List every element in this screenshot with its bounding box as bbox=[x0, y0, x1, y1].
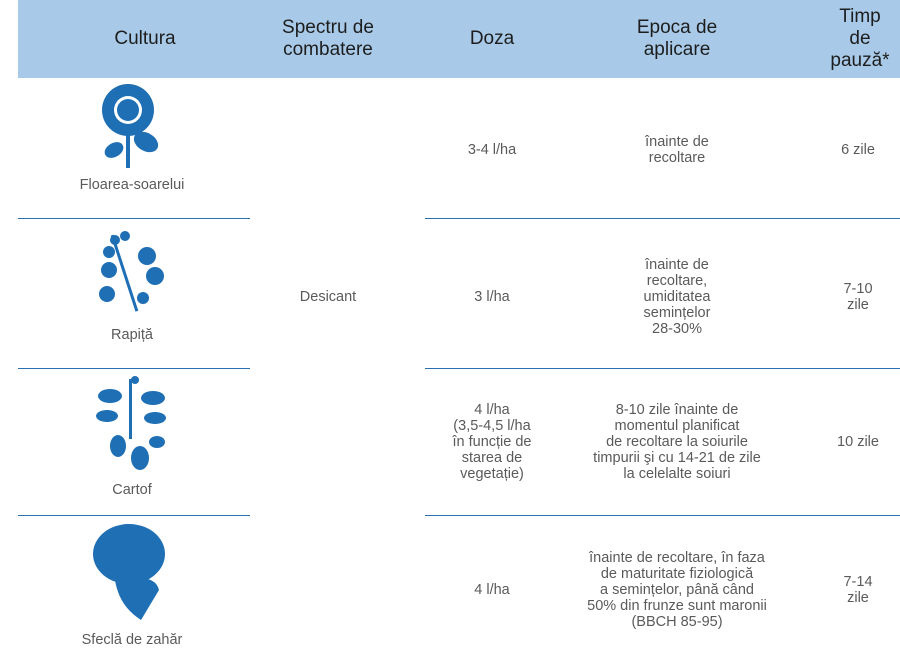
application-cell: înainte de recoltare, în faza de maturit… bbox=[587, 550, 767, 630]
pause-cell: 7-14 zile bbox=[843, 574, 873, 606]
pause-cell: 7-10 zile bbox=[843, 281, 873, 313]
row-separator bbox=[425, 218, 900, 219]
sunflower-icon bbox=[102, 84, 159, 168]
row-separator bbox=[18, 515, 250, 516]
column-header: Epoca de aplicare bbox=[636, 17, 718, 60]
pause-cell: 10 zile bbox=[837, 434, 879, 450]
dose-cell: 4 l/ha (3,5-4,5 l/ha în funcție de stare… bbox=[452, 402, 532, 482]
row-separator bbox=[18, 368, 250, 369]
column-header: Timp de pauză* bbox=[830, 6, 890, 71]
crop-label: Rapiță bbox=[111, 327, 153, 343]
application-cell: înainte de recoltare, umiditatea semințe… bbox=[643, 257, 711, 337]
row-separator bbox=[425, 368, 900, 369]
sugar-beet-icon bbox=[93, 524, 165, 620]
dose-cell: 3-4 l/ha bbox=[467, 142, 517, 158]
application-cell: înainte de recoltare bbox=[645, 134, 709, 166]
row-separator bbox=[425, 515, 900, 516]
column-header: Spectru de combatere bbox=[282, 17, 374, 60]
pause-cell: 6 zile bbox=[841, 142, 875, 158]
rapeseed-icon bbox=[99, 231, 164, 312]
column-header: Doza bbox=[469, 28, 515, 49]
crop-label: Sfeclă de zahăr bbox=[81, 632, 183, 648]
application-cell: 8-10 zile înainte de momentul planificat… bbox=[593, 402, 761, 482]
potato-icon bbox=[96, 376, 166, 470]
dose-cell: 4 l/ha bbox=[474, 582, 510, 598]
spectrum-cell: Desicant bbox=[299, 289, 357, 305]
header-band bbox=[18, 0, 900, 78]
dose-cell: 3 l/ha bbox=[474, 289, 510, 305]
crop-label: Cartof bbox=[112, 482, 152, 498]
crop-label: Floarea-soarelui bbox=[79, 177, 185, 193]
column-header: Cultura bbox=[114, 28, 176, 49]
row-separator bbox=[18, 218, 250, 219]
